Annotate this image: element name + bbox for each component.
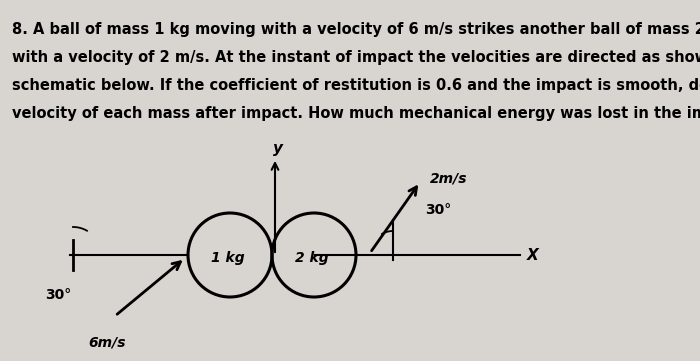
Text: y: y	[273, 140, 283, 156]
Text: 30°: 30°	[425, 203, 452, 217]
Text: velocity of each mass after impact. How much mechanical energy was lost in the i: velocity of each mass after impact. How …	[12, 106, 700, 121]
Text: 1 kg: 1 kg	[211, 251, 245, 265]
Text: 2m/s: 2m/s	[430, 171, 468, 185]
Text: with a velocity of 2 m/s. At the instant of impact the velocities are directed a: with a velocity of 2 m/s. At the instant…	[12, 50, 700, 65]
Text: 2 kg: 2 kg	[295, 251, 329, 265]
Text: 30°: 30°	[45, 288, 71, 302]
Text: 6m/s: 6m/s	[88, 335, 125, 349]
Text: X: X	[527, 248, 539, 262]
Text: schematic below. If the coefficient of restitution is 0.6 and the impact is smoo: schematic below. If the coefficient of r…	[12, 78, 700, 93]
Text: 8. A ball of mass 1 kg moving with a velocity of 6 m/s strikes another ball of m: 8. A ball of mass 1 kg moving with a vel…	[12, 22, 700, 37]
